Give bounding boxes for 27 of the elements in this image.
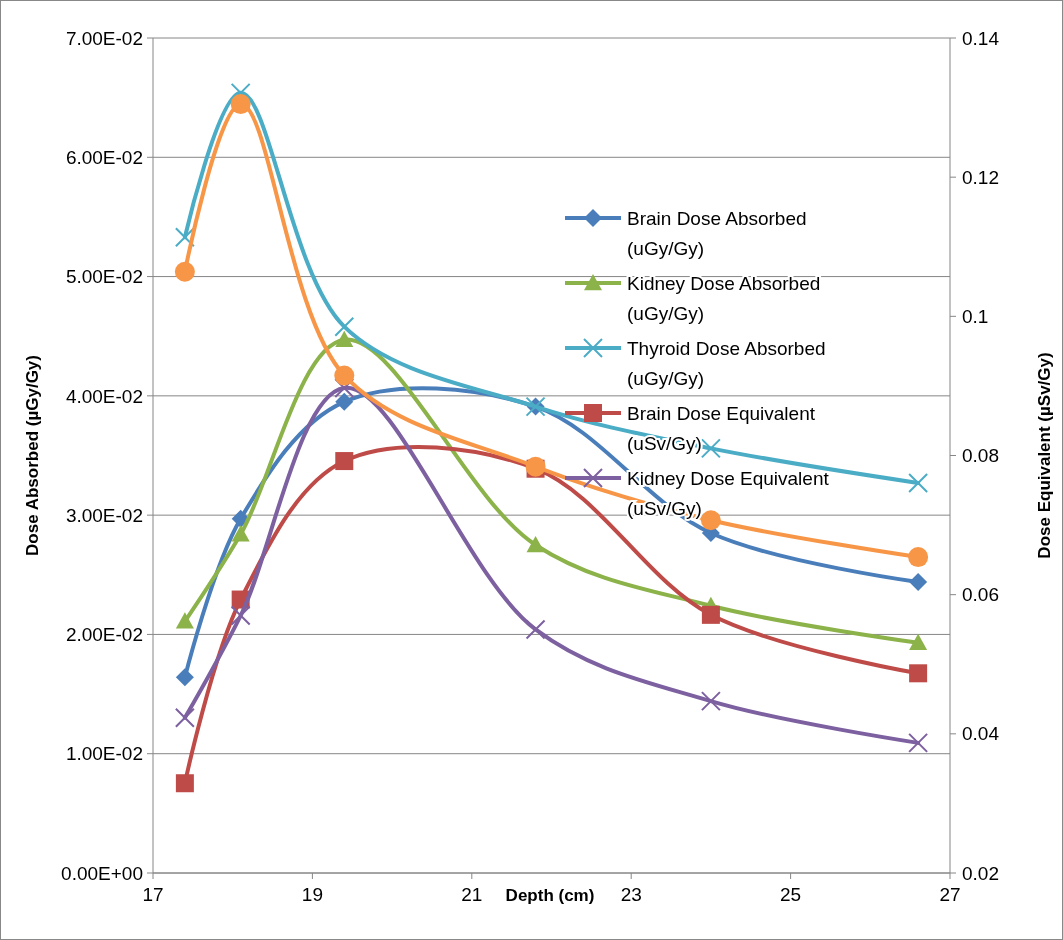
x-tick-label: 25	[780, 884, 802, 905]
y2-axis-title: Dose Equivalent (µSv/Gy)	[1035, 352, 1054, 559]
y2-tick-label: 0.02	[962, 862, 999, 884]
x-tick-label: 21	[461, 884, 483, 905]
y2-tick-label: 0.04	[962, 723, 1000, 745]
x-tick-label: 27	[939, 884, 961, 905]
x-tick-label: 19	[301, 884, 323, 905]
y-tick-label: 5.00E-02	[65, 266, 143, 288]
y2-tick-label: 0.1	[962, 305, 989, 327]
y-tick-label: 4.00E-02	[65, 385, 143, 407]
y-tick-label: 7.00E-02	[65, 27, 143, 49]
x-tick-label: 23	[620, 884, 642, 905]
legend-label: Kidney Dose Absorbed (uGy/Gy)	[627, 272, 821, 324]
legend-label: Thyroid Dose Absorbed (uGy/Gy)	[627, 337, 826, 389]
y-tick-label: 6.00E-02	[65, 146, 143, 168]
y-tick-label: 1.00E-02	[65, 743, 143, 765]
y2-tick-label: 0.06	[962, 584, 999, 606]
y-tick-label: 3.00E-02	[65, 504, 143, 526]
y-tick-label: 2.00E-02	[65, 624, 143, 646]
y2-tick-label: 0.12	[962, 166, 999, 188]
legend-label: Brain Dose Absorbed (uGy/Gy)	[627, 207, 807, 259]
y2-tick-label: 0.08	[962, 445, 999, 467]
y-tick-label: 0.00E+00	[61, 862, 143, 884]
y2-tick-label: 0.14	[962, 27, 1000, 49]
x-tick-label: 17	[142, 884, 164, 905]
y-axis-title: Dose Absorbed (µGy/Gy)	[23, 355, 42, 556]
x-axis-title: Depth (cm)	[505, 886, 595, 905]
